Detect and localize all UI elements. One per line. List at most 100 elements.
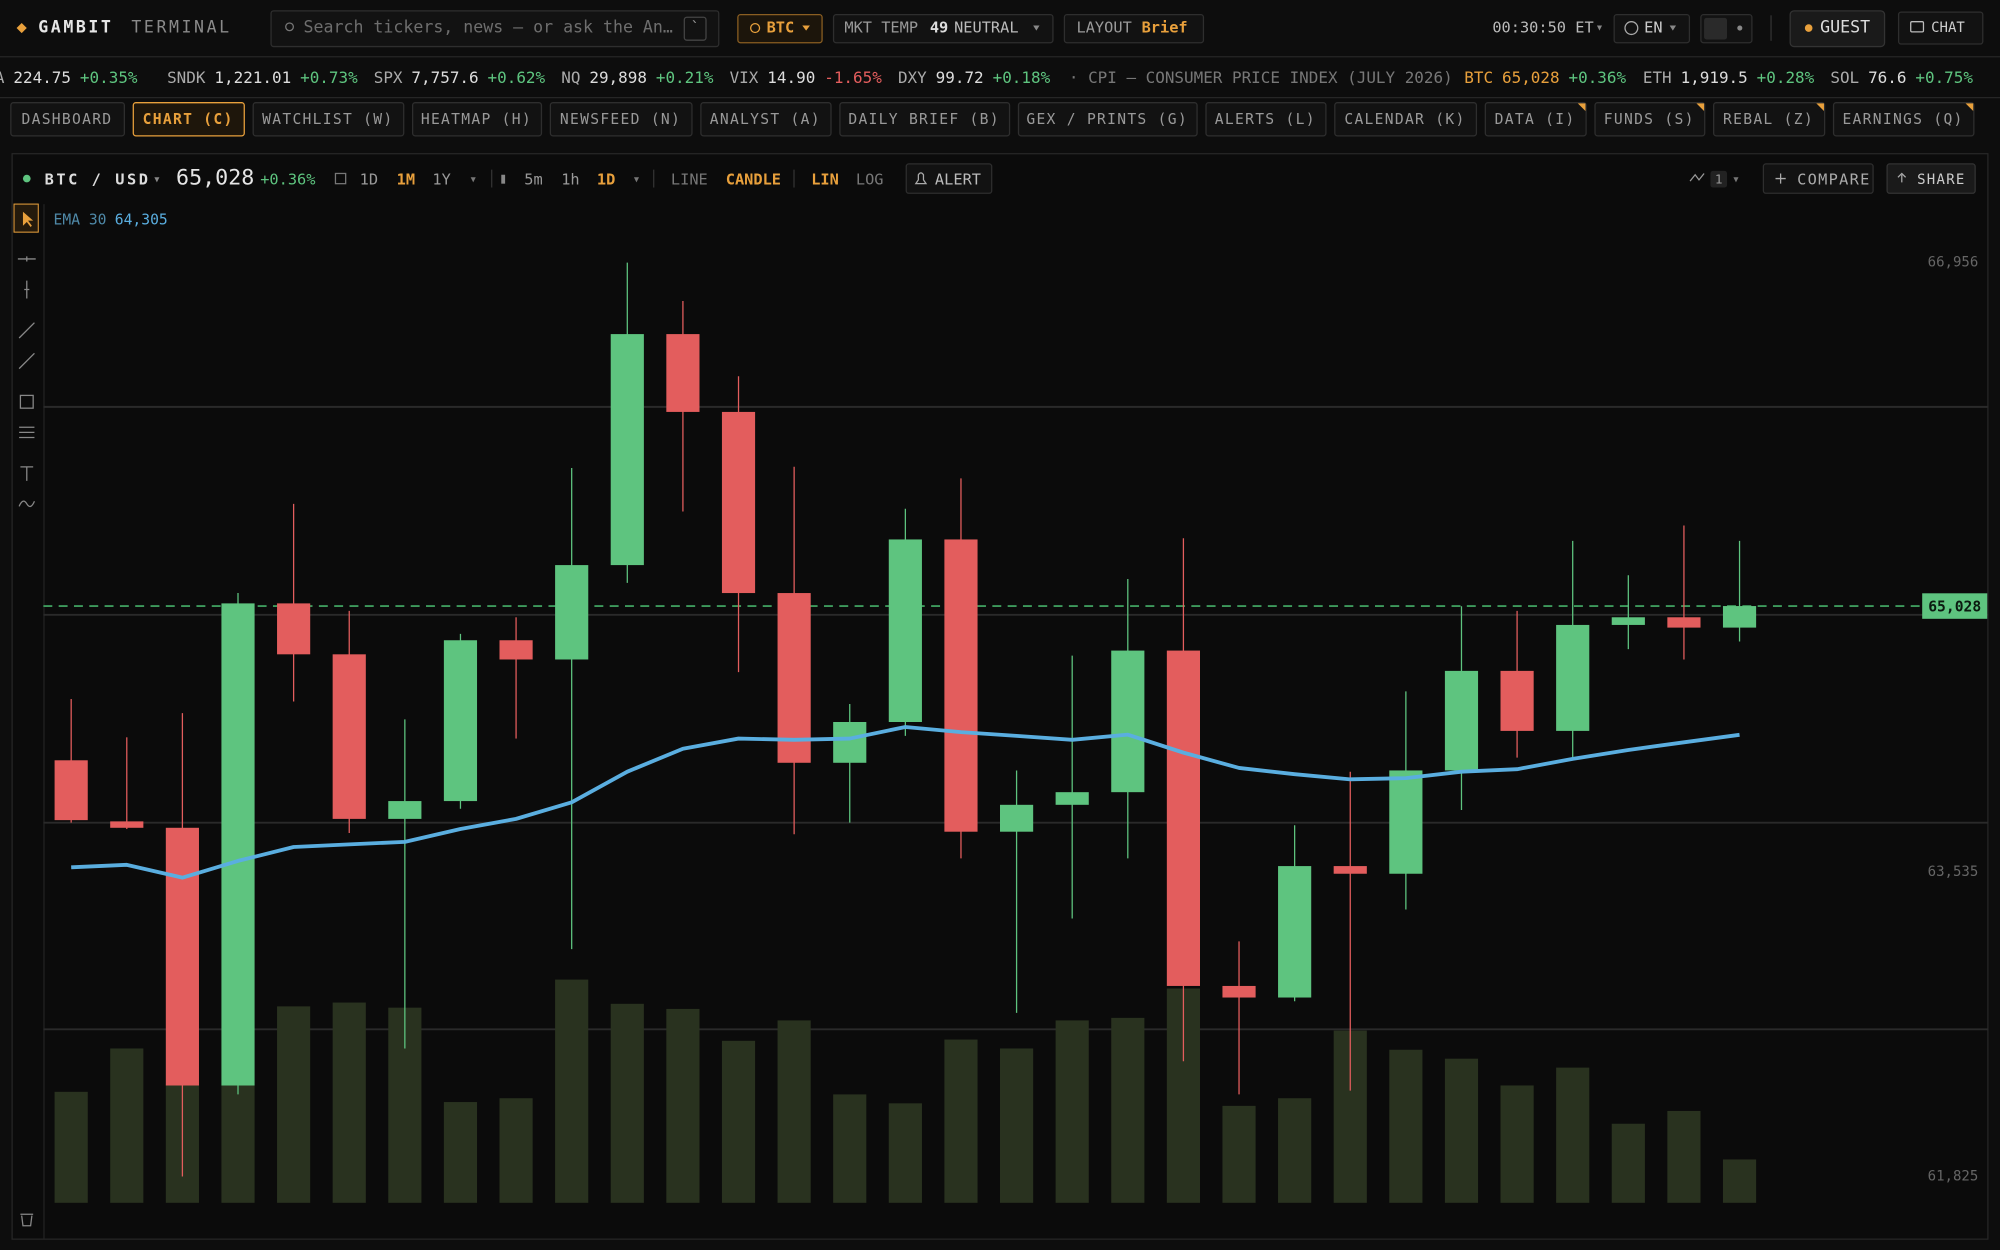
tab-label[interactable]: ANALYST (A) [710,111,821,128]
ticker-item: VIX 14.90 -1.65% [730,67,883,86]
tab[interactable] [411,102,543,137]
tab[interactable] [1594,102,1706,137]
tab-label[interactable]: FUNDS (S) [1604,111,1695,128]
asset-icon [750,22,761,34]
candle-body [388,801,422,819]
language-text[interactable]: EN [1644,19,1662,37]
alert-button[interactable] [905,163,993,194]
candle-body [721,411,756,594]
candle-body [499,640,533,660]
volume-bar [1278,1098,1312,1203]
volume-bar [277,1006,311,1203]
tab-label[interactable]: ALERTS (L) [1215,111,1316,128]
tab[interactable] [1713,102,1826,137]
candle-body [944,539,978,832]
share-button[interactable] [1886,163,1976,194]
symbol: ETH [1643,67,1672,86]
volume-bar [1500,1085,1534,1203]
candle-body [1222,985,1256,998]
price: 1,221.01 [214,67,291,86]
tab[interactable] [700,102,832,137]
candle-body [277,603,311,655]
chat-button[interactable] [1897,11,1984,45]
y-tick-label: 61,825 [1928,1169,1979,1185]
layout-value: Brief [1142,19,1188,37]
compare-button[interactable] [1762,163,1874,194]
layout-select[interactable] [1063,14,1205,44]
alert[interactable]: ALERT [935,170,981,188]
mkt-temp[interactable] [832,14,1054,44]
volume-bar [1222,1105,1256,1203]
tab-label[interactable]: CHART (C) [143,111,234,128]
caret [1669,25,1677,31]
ema-value: 64,305 [115,212,168,229]
ticker: A 224.75 +0.35% SNDK 1,221.01 +0.73% SPX 7,757.… [0,67,1973,86]
volume-bar [499,1098,533,1203]
candle-body [110,821,144,828]
range[interactable]: 1D [360,170,378,188]
guest[interactable]: GUEST [1820,18,1870,37]
tab-label[interactable]: DATA (I) [1495,111,1576,128]
tab-label[interactable]: WATCHLIST (W) [262,111,393,128]
chat[interactable]: CHAT [1931,20,1965,36]
guest-button[interactable] [1789,10,1886,48]
tab-label[interactable]: CALENDAR (K) [1344,111,1465,128]
interval-active[interactable]: 1D [597,170,615,188]
tab[interactable] [1832,102,1975,137]
chat-icon [1910,21,1925,33]
caret [470,177,476,183]
tab[interactable] [1484,102,1587,137]
tab[interactable] [1334,102,1478,137]
tab[interactable] [1205,102,1327,137]
change: +0.36% [1569,67,1627,86]
tab-label[interactable]: REBAL (Z) [1723,111,1814,128]
tab[interactable] [549,102,693,137]
style-active[interactable]: CANDLE [726,170,781,188]
style-option[interactable]: LINE [671,170,708,188]
indicator-count[interactable]: 1 [1715,172,1723,187]
tab-label[interactable]: GEX / PRINTS (G) [1026,111,1188,128]
share[interactable]: SHARE [1917,172,1966,188]
price: 76.6 [1868,67,1906,86]
tab-label[interactable]: DASHBOARD [22,111,113,128]
tab-label[interactable]: DAILY BRIEF (B) [848,111,1000,128]
scale-option[interactable]: LOG [856,170,884,188]
tab[interactable] [252,102,405,137]
range-active[interactable]: 1M [397,170,415,188]
tab[interactable] [1017,102,1198,137]
mkt-temp-state: NEUTRAL [954,19,1018,37]
tab[interactable] [839,102,1011,137]
live-dot [22,174,31,183]
theme-dark [1704,17,1728,40]
asset[interactable]: BTC [767,19,795,37]
candle-body [221,603,255,1086]
tab[interactable] [132,102,245,137]
asset-pill[interactable] [737,14,823,44]
brand-sub: TERMINAL [131,18,231,37]
interval[interactable]: 5m [524,170,542,188]
candle-body [1667,617,1701,628]
tools[interactable] [17,256,36,1227]
brand: GAMBIT [38,18,113,37]
candle-body [332,654,366,819]
interval[interactable]: 1h [561,170,579,188]
tab-label[interactable]: HEATMAP (H) [421,111,532,128]
candle-body [1556,624,1590,731]
range[interactable]: 1Y [432,170,450,188]
pair[interactable]: BTC / USD [45,170,151,188]
tab-label[interactable]: NEWSFEED (N) [560,111,681,128]
ticker-item: DXY 99.72 +0.18% [898,67,1051,86]
compare[interactable]: COMPARE [1797,170,1870,188]
volume-bar [777,1020,811,1203]
clock: 00:30:50 ET [1492,19,1593,37]
caret [154,177,160,183]
ticker-item: A 224.75 +0.35% [0,67,138,86]
tab-label[interactable]: EARNINGS (Q) [1842,111,1963,128]
volume-bar [110,1048,144,1203]
search-placeholder[interactable]: Search tickers, news — or ask the An… [304,18,673,37]
search-box[interactable] [270,10,720,48]
scale-active[interactable]: LIN [811,170,839,188]
tab[interactable] [10,102,125,137]
candle-body [1444,670,1479,771]
